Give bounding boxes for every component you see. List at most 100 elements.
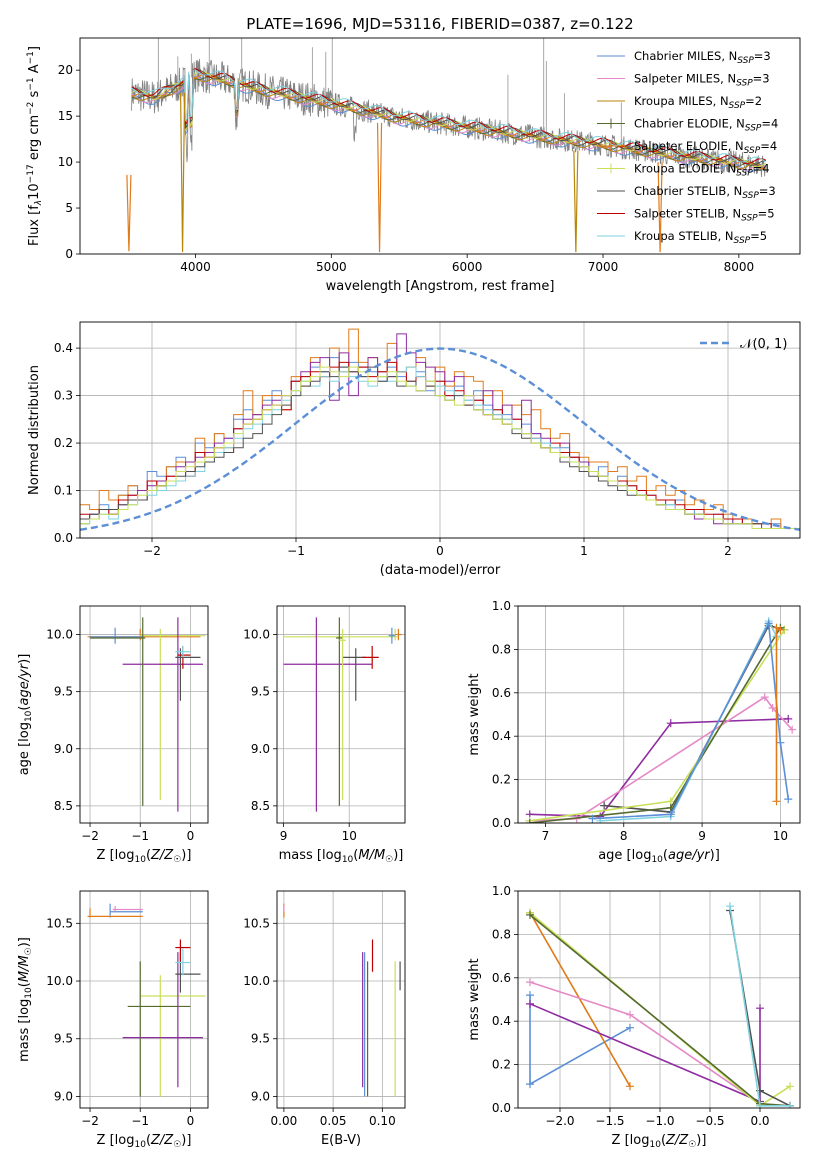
figure-title: PLATE=1696, MJD=53116, FIBERID=0387, z=0… (246, 15, 633, 33)
legend-label: Kroupa STELIB, NSSP​=5 (634, 229, 767, 246)
y-tick-label: 8.5 (251, 799, 270, 813)
y-axis-label: Flux [fλ​10−17​ erg cm−2​ s−1​ A−1​] (26, 46, 44, 246)
legend-label: Salpeter MILES, NSSP​=3 (634, 72, 770, 89)
model-spectrum (131, 75, 766, 171)
y-tick-label: 0.6 (492, 971, 511, 985)
data-point-marker (666, 719, 675, 728)
x-tick-label: −1 (287, 544, 305, 558)
x-tick-label: 0.10 (369, 1114, 396, 1128)
x-axis-label: E(B-V) (321, 1133, 361, 1148)
y-tick-label: 0.3 (54, 389, 73, 403)
axes-frame (276, 890, 406, 1109)
y-axis-label: mass weight (467, 958, 482, 1040)
axes-frame (276, 605, 406, 824)
x-tick-label: 8 (620, 829, 628, 843)
x-tick-label: 7000 (588, 260, 619, 274)
y-axis-label: mass [log10​(M/M☉​)] (17, 937, 34, 1062)
plot-area (283, 903, 401, 1097)
y-tick-label: 0.0 (54, 531, 73, 545)
x-tick-label: 2 (724, 544, 732, 558)
spectrum-panel: 4000 5000 6000 7000 8000 0 5 10 15 20 wavelength [… (26, 37, 801, 294)
y-tick-label: 9.5 (54, 1032, 73, 1046)
age-vs-z-panel: −2 −1 0 8.5 9.0 9.5 10.0 Z [log10​(Z/Z☉​)] age [… (17, 605, 209, 865)
x-axis-label: age [log10​(age/yr)] (598, 848, 720, 865)
legend-label: Salpeter STELIB, NSSP​=5 (634, 207, 775, 224)
legend-label: Kroupa ELODIE, NSSP​=4 (634, 162, 770, 179)
x-tick-label: 9 (698, 829, 706, 843)
y-tick-label: 8.5 (54, 799, 73, 813)
plot-area (126, 38, 767, 253)
y-tick-label: 15 (58, 109, 73, 123)
x-tick-label: 4000 (180, 260, 211, 274)
x-tick-label: −1 (131, 829, 149, 843)
y-tick-label: 0.8 (492, 642, 511, 656)
mass-vs-z-panel: −2 −1 0 9.0 9.5 10.0 10.5 Z [log10​(Z/Z☉​)] mass… (17, 890, 209, 1150)
data-point-marker (525, 819, 534, 823)
x-tick-label: 1 (580, 544, 588, 558)
y-axis-label: age [log10​(age/yr)] (17, 654, 34, 776)
x-axis-label: Z [log10​(Z/Z☉​)] (97, 1133, 192, 1150)
data-point-marker (776, 625, 785, 634)
data-point-marker (526, 991, 534, 1000)
y-tick-label: 0.2 (54, 436, 73, 450)
data-point-marker (626, 1023, 634, 1032)
axes-frame (517, 605, 801, 824)
x-tick-label: −2 (81, 1114, 99, 1128)
model-gap (573, 150, 579, 253)
y-tick-label: 1.0 (492, 599, 511, 613)
data-point-marker (588, 814, 597, 823)
legend-label: 𝒩(0, 1) (740, 337, 787, 352)
y-tick-label: 9.5 (54, 685, 73, 699)
model-gap (126, 174, 132, 252)
data-point-marker (788, 725, 797, 734)
x-tick-label: 9 (280, 829, 288, 843)
y-tick-label: 9.5 (251, 1032, 270, 1046)
data-point-marker (526, 999, 534, 1008)
y-tick-label: 20 (58, 63, 73, 77)
y-tick-label: 0 (65, 247, 73, 261)
legend-label: Salpeter ELODIE, NSSP​=4 (634, 139, 777, 156)
y-tick-label: 10 (58, 155, 73, 169)
data-point-marker (526, 1080, 534, 1089)
y-tick-label: 10.0 (46, 628, 73, 642)
y-axis-label: mass weight (467, 673, 482, 755)
mass-weight-vs-z-panel: −2.0 −1.5 −1.0 −0.5 0.0 0.0 0.2 0.4 0.6 0.8 1.0 Z [… (467, 884, 801, 1150)
data-point-marker (756, 1004, 764, 1013)
y-tick-label: 0.2 (492, 773, 511, 787)
y-tick-label: 10.0 (243, 628, 270, 642)
x-tick-label: 5000 (316, 260, 347, 274)
y-tick-label: 10.0 (243, 974, 270, 988)
x-tick-label: −2 (143, 544, 161, 558)
data-point-marker (784, 714, 793, 723)
data-point-marker (768, 703, 777, 712)
x-tick-label: 10 (773, 829, 788, 843)
plot-area (525, 617, 797, 823)
data-point-marker (526, 910, 534, 919)
x-tick-label: −2 (81, 829, 99, 843)
y-tick-label: 10.0 (46, 974, 73, 988)
x-tick-label: −0.5 (695, 1114, 724, 1128)
y-tick-label: 9.5 (251, 685, 270, 699)
model-gap (657, 162, 663, 253)
data-point-marker (760, 693, 769, 702)
y-tick-label: 9.0 (54, 742, 73, 756)
x-tick-label: 6000 (452, 260, 483, 274)
x-axis-label: wavelength [Angstrom, rest frame] (326, 279, 555, 294)
mass-weight-line (529, 912, 631, 1087)
x-tick-label: 0 (187, 829, 195, 843)
data-point-marker (666, 810, 675, 819)
normal-curve (80, 347, 800, 531)
legend-label: Chabrier ELODIE, NSSP​=4 (634, 117, 778, 134)
y-tick-label: 0.0 (492, 816, 511, 830)
data-point-marker (786, 1101, 794, 1108)
data-point-marker (600, 801, 609, 810)
y-tick-label: 0.4 (492, 1014, 511, 1028)
axes-frame (79, 605, 209, 824)
x-tick-label: 0.0 (750, 1114, 769, 1128)
mass-vs-ebv-panel: 0.00 0.05 0.10 9.0 9.5 10.0 10.5 E(B-V) (243, 890, 406, 1148)
y-tick-label: 9.0 (54, 1089, 73, 1103)
plot-area (526, 902, 794, 1108)
data-point-marker (776, 738, 785, 747)
histogram-series (80, 366, 800, 538)
data-point-marker (726, 902, 734, 911)
